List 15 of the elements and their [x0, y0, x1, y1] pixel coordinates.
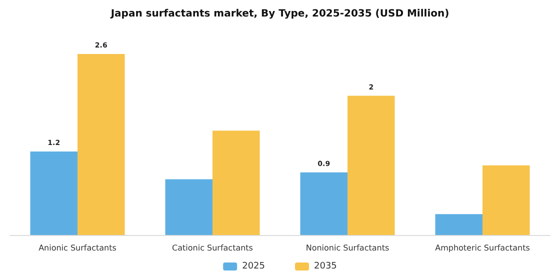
x-tick-label: Amphoteric Surfactants: [435, 244, 530, 252]
bar: [435, 214, 482, 235]
bar: [165, 179, 212, 235]
bar: [348, 96, 395, 235]
x-tick-label: Cationic Surfactants: [172, 244, 253, 252]
chart-title: Japan surfactants market, By Type, 2025-2035 (USD Million): [110, 8, 450, 20]
bar: [30, 151, 78, 235]
bar: [482, 165, 530, 235]
x-tick-label: Nonionic Surfactants: [306, 244, 390, 252]
bar: [78, 54, 125, 235]
legend-label: 2035: [314, 262, 337, 272]
bar: [300, 172, 348, 235]
bar: [212, 130, 260, 235]
x-tick-label: Anionic Surfactants: [38, 244, 116, 252]
legend-label: 2025: [242, 262, 265, 272]
